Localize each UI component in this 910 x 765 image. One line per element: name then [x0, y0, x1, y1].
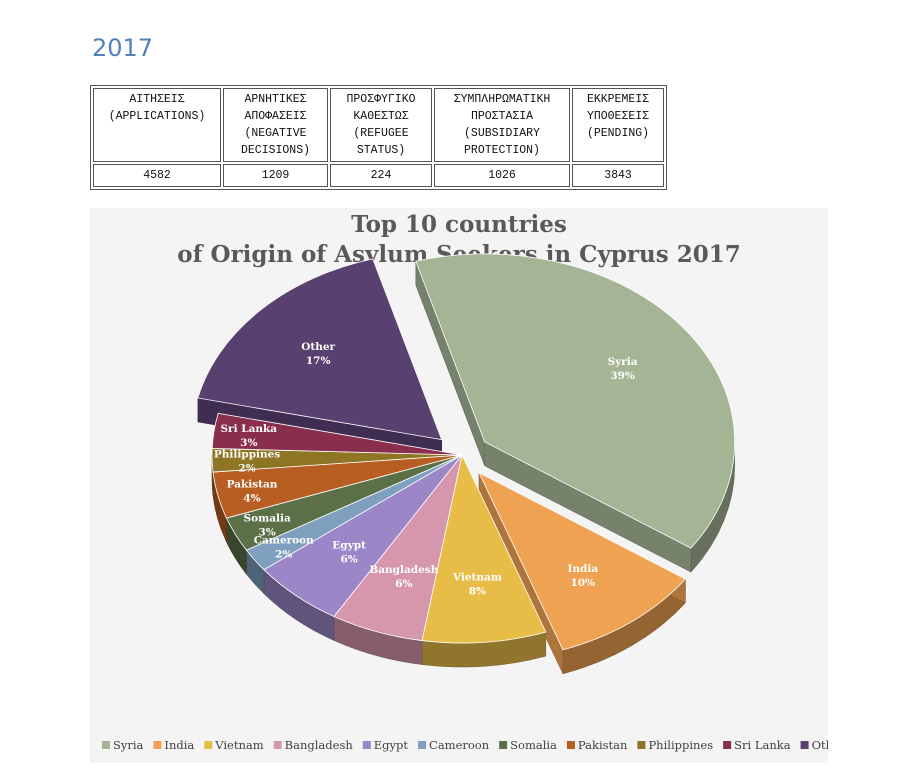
svg-text:India: India: [567, 563, 598, 575]
legend-item-cameroon: Cameroon: [418, 738, 490, 752]
legend-item-syria: Syria: [102, 738, 144, 752]
slice-sri-lanka: [211, 412, 463, 456]
svg-text:Sri Lanka: Sri Lanka: [220, 423, 277, 435]
legend-label: Other: [812, 738, 828, 752]
slice-label-bangladesh: Bangladesh 6%: [369, 564, 438, 590]
legend-swatch: [637, 741, 646, 749]
svg-text:2%: 2%: [238, 463, 255, 475]
slice-label-vietnam: Vietnam 8%: [452, 571, 502, 597]
legend-label: Bangladesh: [285, 738, 354, 752]
legend-swatch: [362, 741, 371, 749]
legend-label: Pakistan: [578, 738, 628, 752]
slice-vietnam: [421, 453, 547, 644]
slice-label-india: India 10%: [567, 563, 598, 589]
legend-item-sri-lanka: Sri Lanka: [723, 738, 791, 752]
legend-item-somalia: Somalia: [499, 738, 557, 752]
header-pending: ΕΚΚΡΕΜΕΙΣ ΥΠΟΘΕΣΕΙΣ (PENDING): [572, 88, 664, 162]
legend-label: Egypt: [374, 738, 409, 752]
asylum-statistics-table: ΑΙΤΗΣΕΙΣ (APPLICATIONS) ΑΡΝΗΤΙΚΕΣ ΑΠΟΦΑΣ…: [90, 85, 667, 190]
legend-label: Somalia: [510, 738, 557, 752]
header-negative-decisions: ΑΡΝΗΤΙΚΕΣ ΑΠΟΦΑΣΕΙΣ (NEGATIVE DECISIONS): [223, 88, 328, 162]
legend-swatch: [204, 741, 213, 749]
slice-label-other: Other 17%: [301, 341, 335, 367]
legend-item-india: India: [153, 738, 194, 752]
svg-text:Bangladesh: Bangladesh: [369, 564, 438, 576]
slice-label-philippines: Philippines 2%: [214, 449, 280, 475]
svg-text:39%: 39%: [610, 370, 635, 382]
pie-chart: Top 10 countries of Origin of Asylum See…: [102, 211, 828, 752]
slice-india: [478, 471, 687, 651]
svg-text:Vietnam: Vietnam: [452, 571, 502, 583]
slice-syria: [415, 253, 736, 549]
legend-swatch: [566, 741, 575, 749]
legend-label: Syria: [113, 738, 144, 752]
legend-item-bangladesh: Bangladesh: [273, 738, 354, 752]
svg-text:6%: 6%: [340, 554, 357, 566]
slice-label-pakistan: Pakistan 4%: [227, 479, 278, 505]
svg-text:Other: Other: [301, 341, 335, 353]
header-refugee-status: ΠΡΟΣΦΥΓΙΚΟ ΚΑΘΕΣΤΩΣ (REFUGEE STATUS): [330, 88, 432, 162]
svg-text:3%: 3%: [240, 437, 257, 449]
slice-other: [197, 258, 443, 441]
value-applications: 4582: [93, 164, 221, 187]
legend-label: Vietnam: [214, 738, 263, 752]
legend-swatch: [102, 741, 110, 749]
legend-item-philippines: Philippines: [637, 738, 713, 752]
slice-label-syria: Syria 39%: [608, 356, 638, 382]
legend-label: India: [164, 738, 194, 752]
pie-chart-panel: Top 10 countries of Origin of Asylum See…: [90, 208, 828, 763]
value-refugee-status: 224: [330, 164, 432, 187]
svg-text:Cameroon: Cameroon: [254, 534, 314, 546]
svg-text:Egypt: Egypt: [332, 540, 366, 552]
header-applications: ΑΙΤΗΣΕΙΣ (APPLICATIONS): [93, 88, 221, 162]
legend-swatch: [499, 741, 508, 749]
svg-text:Pakistan: Pakistan: [227, 479, 278, 491]
svg-text:4%: 4%: [243, 493, 260, 505]
chart-title-line-1: Top 10 countries: [351, 211, 567, 238]
legend-item-pakistan: Pakistan: [566, 738, 628, 752]
svg-text:3%: 3%: [258, 526, 275, 538]
year-heading: 2017: [92, 34, 154, 62]
svg-text:17%: 17%: [306, 355, 331, 367]
header-subsidiary-protection: ΣΥΜΠΛΗΡΩΜΑΤΙΚΗ ΠΡΟΣΤΑΣΙΑ (SUBSIDIARY PRO…: [434, 88, 570, 162]
svg-text:Syria: Syria: [608, 356, 638, 368]
slice-label-egypt: Egypt 6%: [332, 540, 366, 566]
svg-text:6%: 6%: [395, 578, 412, 590]
svg-text:2%: 2%: [275, 548, 292, 560]
slice-label-somalia: Somalia 3%: [244, 512, 291, 538]
legend-swatch: [800, 741, 809, 749]
legend-item-other: Other: [800, 738, 828, 752]
legend-swatch: [723, 741, 732, 749]
value-pending: 3843: [572, 164, 664, 187]
legend-swatch: [418, 741, 427, 749]
value-subsidiary-protection: 1026: [434, 164, 570, 187]
legend-item-egypt: Egypt: [362, 738, 409, 752]
legend-swatch: [153, 741, 162, 749]
svg-text:Somalia: Somalia: [244, 512, 291, 524]
legend-label: Sri Lanka: [734, 738, 791, 752]
svg-text:Philippines: Philippines: [214, 449, 280, 461]
legend-swatch: [273, 741, 282, 749]
svg-text:8%: 8%: [469, 585, 486, 597]
legend-label: Philippines: [648, 738, 713, 752]
value-negative-decisions: 1209: [223, 164, 328, 187]
legend-item-vietnam: Vietnam: [204, 738, 264, 752]
slice-label-sri-lanka: Sri Lanka 3%: [220, 423, 277, 449]
slice-label-cameroon: Cameroon 2%: [254, 534, 314, 560]
svg-text:10%: 10%: [571, 577, 596, 589]
legend-label: Cameroon: [429, 738, 490, 752]
table-value-row: 4582 1209 224 1026 3843: [93, 164, 664, 187]
table-header-row: ΑΙΤΗΣΕΙΣ (APPLICATIONS) ΑΡΝΗΤΙΚΕΣ ΑΠΟΦΑΣ…: [93, 88, 664, 162]
